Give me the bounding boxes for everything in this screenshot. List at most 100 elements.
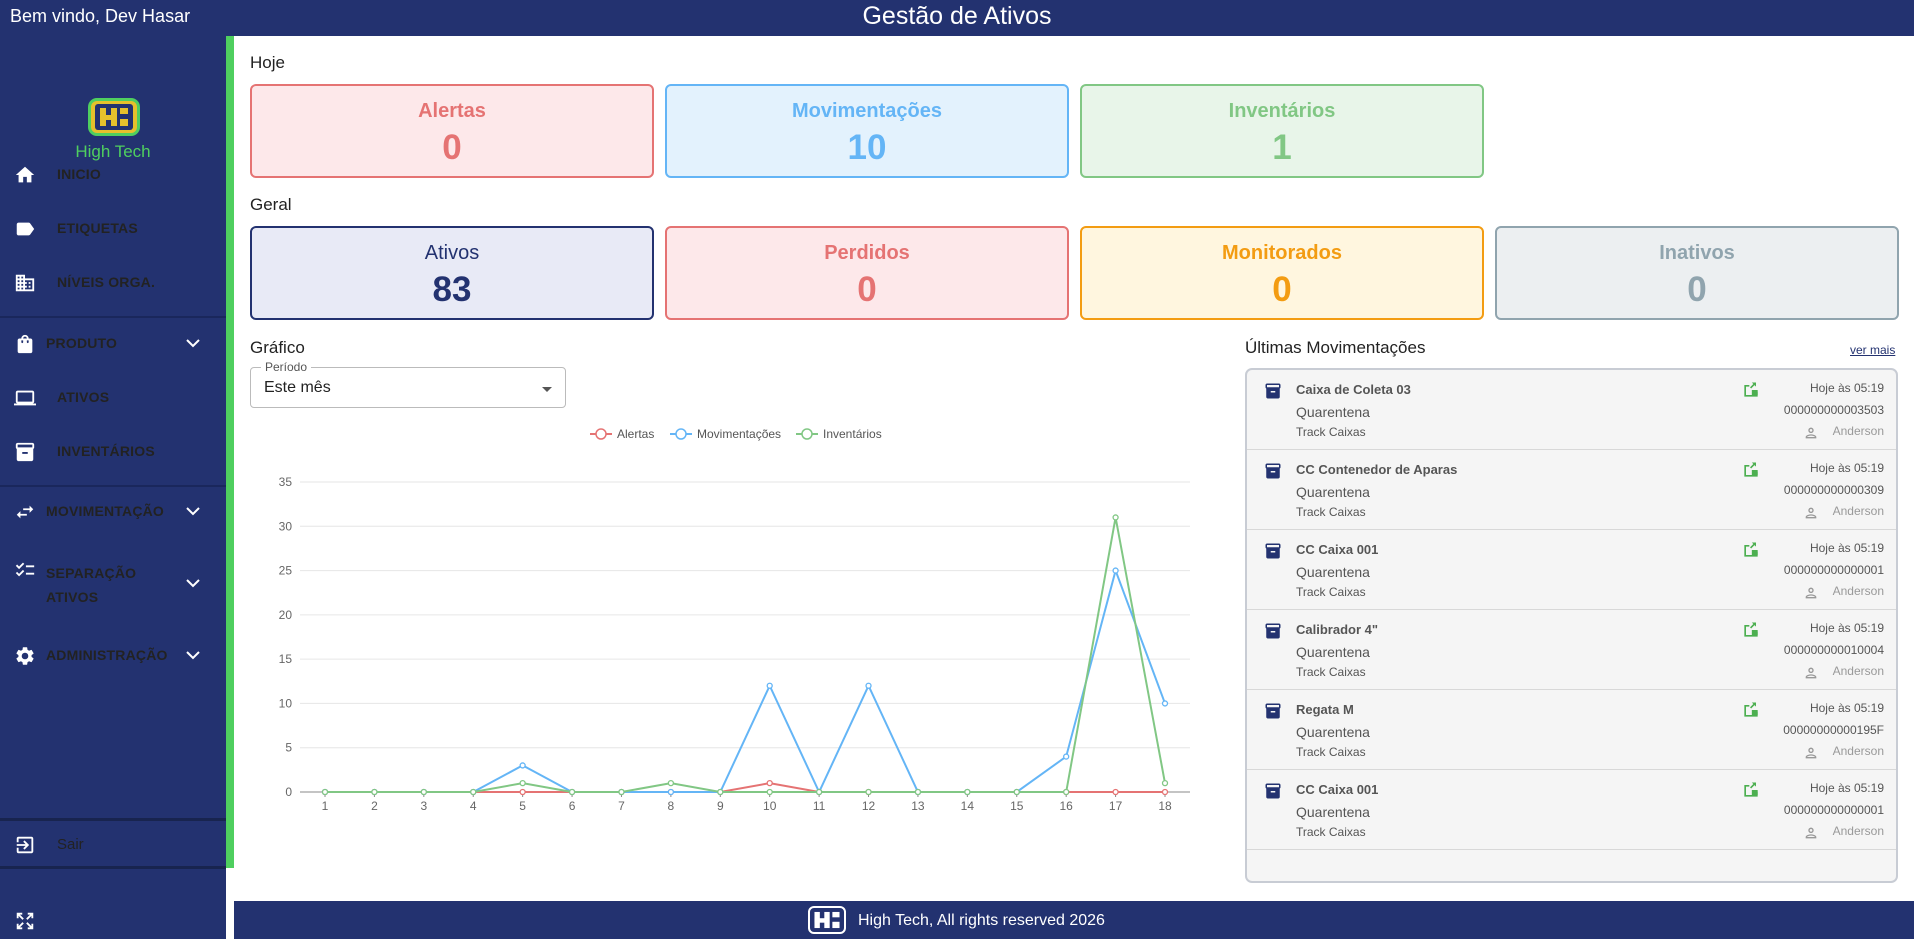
sidebar-item-inicio[interactable]: INICIO — [0, 152, 226, 196]
x-tick-label: 3 — [420, 799, 427, 813]
card-title: Monitorados — [1222, 242, 1342, 264]
card-general-monitored[interactable]: Monitorados 0 — [1080, 226, 1484, 320]
card-title: Movimentações — [791, 100, 943, 122]
sidebar-item-etiquetas[interactable]: ETIQUETAS — [0, 206, 226, 250]
movement-user: Anderson — [1832, 664, 1884, 678]
series-line-movimentações — [325, 567, 1166, 795]
card-value: 0 — [1272, 270, 1292, 309]
sidebar-item-niveis[interactable]: NÍVEIS ORGA. — [0, 260, 226, 304]
sidebar-item-movimentacao[interactable]: MOVIMENTAÇÃO — [0, 489, 226, 533]
sidebar-divider — [0, 316, 226, 318]
movements-list: Caixa de Coleta 03 Quarentena Track Caixas… — [1245, 368, 1898, 883]
card-value: 83 — [432, 270, 472, 309]
data-point — [470, 788, 477, 796]
fullscreen-icon[interactable] — [14, 910, 36, 932]
movement-code: 000000000000001 — [1783, 563, 1884, 577]
legend-marker — [595, 428, 607, 440]
sidebar-item-separacao[interactable]: SEPARAÇÃO ATIVOS — [0, 555, 226, 615]
movement-time: Hoje às 05:19 — [1809, 781, 1884, 795]
card-today-inventories[interactable]: Inventários 1 — [1080, 84, 1484, 178]
card-today-movements[interactable]: Movimentações 10 — [665, 84, 1069, 178]
data-point — [914, 788, 922, 796]
sidebar-item-label: ETIQUETAS — [57, 220, 138, 236]
x-tick-label: 2 — [371, 799, 378, 813]
label-icon — [16, 222, 35, 236]
x-tick-label: 6 — [569, 799, 576, 813]
movement-item[interactable]: Caixa de Coleta 03 Quarentena Track Caixas… — [1247, 370, 1896, 450]
app-title: Gestão de Ativos — [862, 2, 1052, 30]
bag-icon — [17, 334, 33, 354]
footer-text: High Tech, All rights reserved 2026 — [858, 912, 1105, 929]
card-title: Inventários — [1228, 100, 1336, 122]
user-icon — [1805, 507, 1817, 519]
movement-group: Track Caixas — [1296, 665, 1366, 679]
logo-icon — [95, 104, 133, 130]
data-point — [519, 788, 526, 796]
data-point — [964, 788, 971, 796]
movement-item[interactable]: CC Caixa 001 Quarentena Track Caixas Hoje à… — [1247, 530, 1896, 610]
section-title-general: Geral — [250, 195, 292, 214]
user-icon — [1805, 427, 1817, 439]
x-tick-label: 7 — [618, 799, 625, 813]
movement-name: Calibrador 4" — [1296, 622, 1379, 637]
see-more-link[interactable]: ver mais — [1850, 343, 1896, 357]
move-icon — [1744, 542, 1758, 557]
archive-icon — [1265, 703, 1281, 719]
card-today-alerts[interactable]: Alertas 0 — [250, 84, 654, 178]
data-point — [667, 779, 675, 787]
x-tick-label: 17 — [1109, 799, 1123, 813]
sidebar-divider — [0, 818, 226, 821]
sidebar-item-label: MOVIMENTAÇÃO — [46, 503, 165, 519]
movements-title: Últimas Movimentações — [1245, 338, 1426, 357]
movement-time: Hoje às 05:19 — [1809, 461, 1884, 475]
logout-label: Sair — [57, 836, 84, 853]
card-general-lost[interactable]: Perdidos 0 — [665, 226, 1069, 320]
brand-logo[interactable] — [88, 98, 140, 136]
movement-item[interactable]: CC Contenedor de Aparas Quarentena Track C… — [1247, 450, 1896, 530]
sidebar-item-label: INICIO — [57, 166, 101, 182]
top-bar: Bem vindo, Dev Hasar Gestão de Ativos — [0, 0, 1914, 36]
movement-name: CC Contenedor de Aparas — [1296, 462, 1458, 477]
legend-marker — [675, 428, 687, 440]
movement-status: Quarentena — [1296, 484, 1370, 500]
period-select[interactable]: Período Este mês — [250, 360, 566, 408]
data-point — [371, 788, 378, 796]
data-point — [815, 788, 823, 796]
archive-icon — [15, 442, 35, 462]
data-point — [1161, 779, 1169, 787]
series-line-inventários — [325, 517, 1166, 793]
movement-item[interactable]: CC Caixa 001 Quarentena Track Caixas Hoje à… — [1247, 770, 1896, 850]
sidebar-item-inventarios[interactable]: INVENTÁRIOS — [0, 429, 226, 473]
movement-code: 000000000000001 — [1783, 803, 1884, 817]
period-value: Este mês — [264, 379, 331, 396]
movement-item[interactable]: Regata M Quarentena Track Caixas Hoje às 05… — [1247, 690, 1896, 770]
x-tick-label: 11 — [813, 799, 826, 813]
sidebar-item-ativos[interactable]: ATIVOS — [0, 375, 226, 419]
data-point — [568, 788, 576, 796]
data-point — [519, 762, 526, 769]
sidebar-item-label: ATIVOS — [57, 389, 110, 405]
card-general-assets[interactable]: Ativos 83 — [250, 226, 654, 320]
movement-status: Quarentena — [1296, 724, 1370, 740]
user-icon — [1805, 747, 1817, 759]
movement-name: CC Caixa 001 — [1296, 782, 1379, 797]
x-tick-label: 18 — [1158, 799, 1172, 813]
movement-time: Hoje às 05:19 — [1809, 621, 1884, 635]
series-line-alertas — [325, 782, 1165, 793]
logout-button[interactable]: Sair — [0, 822, 226, 866]
movement-user: Anderson — [1832, 744, 1884, 758]
legend-label: Alertas — [617, 427, 654, 441]
archive-icon — [1265, 623, 1281, 639]
movement-item[interactable]: Calibrador 4" Quarentena Track Caixas Hoje … — [1247, 610, 1896, 690]
archive-icon — [1265, 783, 1281, 799]
card-general-inactive[interactable]: Inativos 0 — [1495, 226, 1899, 320]
sidebar-item-administracao[interactable]: ADMINISTRAÇÃO — [0, 633, 226, 677]
card-value: 0 — [857, 270, 877, 309]
brand-name: High Tech — [75, 142, 151, 161]
sidebar-item-produto[interactable]: PRODUTO — [0, 321, 226, 365]
move-icon — [1744, 622, 1758, 637]
archive-icon — [1265, 543, 1281, 559]
home-icon — [15, 166, 35, 183]
chevron-down-icon — [186, 579, 200, 588]
y-tick-label: 5 — [285, 741, 292, 755]
